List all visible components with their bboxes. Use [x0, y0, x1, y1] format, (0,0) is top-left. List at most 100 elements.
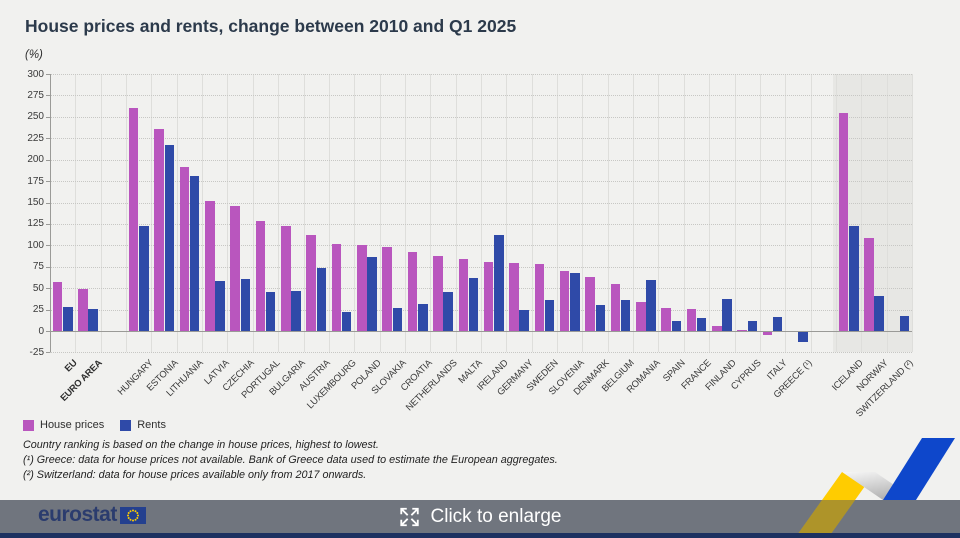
- gridline: [50, 288, 912, 290]
- y-axis-tick: [46, 95, 50, 97]
- footnote-switzerland: (²) Switzerland: data for house prices a…: [23, 469, 367, 481]
- gridline: [50, 181, 912, 183]
- bar-rents: [443, 292, 453, 331]
- gridline: [785, 74, 787, 353]
- bar-house-prices: [357, 245, 367, 331]
- bar-rents: [671, 320, 682, 331]
- eurostat-logo: eurostat: [38, 503, 146, 527]
- gridline: [379, 74, 381, 353]
- gridline: [50, 223, 912, 225]
- gridline: [861, 74, 863, 353]
- bar-house-prices: [483, 262, 494, 331]
- legend-label: House prices: [40, 419, 105, 431]
- bar-rents: [570, 272, 580, 331]
- gridline: [202, 74, 204, 353]
- gridline: [531, 74, 533, 353]
- bar-rents: [468, 277, 479, 331]
- gridline: [481, 74, 482, 353]
- x-axis-baseline: [50, 331, 912, 332]
- gridline: [506, 74, 508, 353]
- bar-rents: [874, 295, 884, 331]
- y-axis-tick: [46, 223, 50, 225]
- y-axis-tick: [46, 138, 50, 140]
- y-axis-tick-label: 300: [27, 68, 44, 80]
- bar-house-prices: [128, 108, 139, 331]
- bar-house-prices: [712, 325, 722, 331]
- y-axis-tick-label: 50: [32, 282, 44, 294]
- gridline: [252, 74, 254, 353]
- gridline: [328, 74, 330, 353]
- eurostat-logo-text: eurostat: [38, 503, 117, 526]
- gridline: [50, 352, 912, 354]
- gridline: [886, 74, 888, 353]
- y-axis-tick: [46, 202, 50, 204]
- bar-rents: [519, 309, 529, 331]
- bar-house-prices: [610, 283, 621, 331]
- bar-rents: [722, 299, 732, 331]
- y-axis-tick: [46, 352, 50, 354]
- rents-swatch: [120, 419, 132, 431]
- gridline: [557, 74, 559, 353]
- gridline: [50, 74, 912, 75]
- bar-chart: 300 275 250 225 200 175 150 125 100 75 50 25 0 -25 EU E…: [27, 68, 915, 420]
- bar-rents: [849, 226, 859, 331]
- zigzag-yellow-band: [795, 472, 875, 538]
- bar-rents: [63, 307, 73, 331]
- gridline: [658, 74, 660, 353]
- gridline: [176, 74, 178, 353]
- bar-rents: [595, 305, 605, 331]
- gridline: [50, 116, 912, 118]
- bar-house-prices: [179, 166, 190, 331]
- bar-house-prices: [78, 289, 88, 331]
- y-axis-tick: [46, 74, 50, 75]
- bar-house-prices: [205, 200, 215, 331]
- gridline: [607, 74, 609, 353]
- bar-house-prices: [331, 244, 342, 331]
- bar-house-prices: [382, 247, 392, 331]
- bar-rents: [189, 175, 200, 331]
- gridline: [430, 74, 432, 353]
- y-axis-tick-label: 25: [32, 304, 44, 316]
- click-to-enlarge-button[interactable]: Click to enlarge: [393, 500, 568, 533]
- gridline: [404, 74, 406, 353]
- zigzag-blue-band: [883, 438, 955, 500]
- y-axis-tick: [46, 116, 50, 118]
- y-axis-tick-label: 200: [27, 154, 44, 166]
- bar-house-prices: [509, 263, 519, 331]
- bar-rents: [88, 308, 98, 331]
- gridline: [709, 74, 711, 353]
- gridline: [50, 138, 912, 140]
- bar-rents: [240, 278, 251, 331]
- y-axis-tick-label: 100: [27, 239, 44, 251]
- footer-bar: eurostat Click to enlarge: [0, 500, 960, 533]
- bar-rents: [392, 307, 403, 331]
- bar-house-prices: [52, 282, 63, 331]
- gridline: [50, 202, 912, 204]
- y-axis-tick: [46, 159, 50, 161]
- y-axis-tick-label: 0: [38, 325, 44, 337]
- gridline: [100, 74, 102, 353]
- bar-house-prices: [585, 277, 595, 331]
- y-axis-tick-label: 250: [27, 111, 44, 123]
- legend-item-house-prices: House prices: [23, 419, 104, 431]
- bar-rents: [265, 291, 276, 331]
- y-axis-tick: [46, 288, 50, 290]
- y-axis-tick-label: -25: [29, 346, 44, 358]
- bar-house-prices: [154, 128, 164, 331]
- bar-rents: [215, 281, 225, 331]
- bar-rents: [139, 225, 149, 331]
- house-prices-swatch: [23, 419, 34, 431]
- bar-rents: [367, 257, 377, 331]
- bar-house-prices: [433, 255, 443, 331]
- unit-label: (%): [25, 49, 43, 61]
- gridline: [50, 266, 912, 268]
- bar-rents: [291, 290, 301, 331]
- y-axis-tick: [46, 331, 50, 332]
- gridline: [303, 74, 305, 353]
- footer-accent-line: [0, 533, 960, 538]
- gridline: [912, 74, 913, 353]
- bar-house-prices: [281, 226, 291, 331]
- footnote-ranking: Country ranking is based on the change i…: [23, 439, 379, 451]
- y-axis-tick: [46, 309, 50, 311]
